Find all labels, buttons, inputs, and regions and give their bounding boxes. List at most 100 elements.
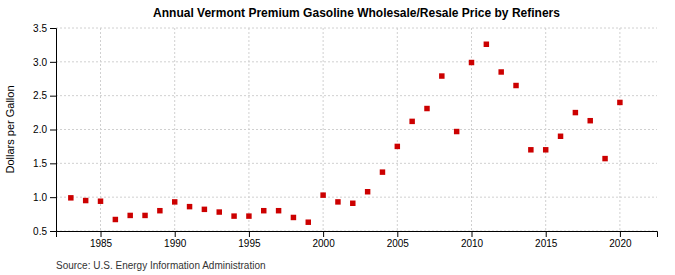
point bbox=[261, 208, 266, 213]
tick-label: 2.5 bbox=[33, 90, 47, 101]
tick: 1995 bbox=[238, 231, 261, 249]
point bbox=[617, 100, 622, 105]
point bbox=[365, 189, 370, 194]
tick: 2.5 bbox=[33, 90, 56, 101]
point bbox=[216, 209, 221, 214]
tick: 1990 bbox=[164, 231, 187, 249]
grid-line bbox=[619, 28, 620, 231]
point bbox=[83, 198, 88, 203]
tick: 2005 bbox=[387, 231, 410, 249]
point bbox=[202, 207, 207, 212]
grid-line bbox=[56, 61, 657, 62]
tick-mark bbox=[50, 231, 56, 232]
point bbox=[246, 213, 251, 218]
tick: 1.5 bbox=[33, 158, 56, 169]
point bbox=[543, 147, 548, 152]
point bbox=[306, 219, 311, 224]
grid-line bbox=[56, 163, 657, 164]
grid-line bbox=[545, 28, 546, 231]
tick-label: 1985 bbox=[90, 238, 113, 249]
point bbox=[409, 119, 414, 124]
tick-mark bbox=[175, 231, 176, 237]
tick-mark bbox=[50, 96, 56, 97]
title: Annual Vermont Premium Gasoline Wholesal… bbox=[153, 6, 560, 20]
tick-mark bbox=[50, 163, 56, 164]
tick: 2020 bbox=[609, 231, 632, 249]
y-axis: 0.5 1.0 1.5 2.0 2.5 3.0 3.5 bbox=[33, 23, 56, 237]
point bbox=[187, 204, 192, 209]
point bbox=[395, 144, 400, 149]
tick-mark bbox=[620, 231, 621, 237]
point bbox=[320, 192, 325, 197]
annotation: Source: U.S. Energy Information Administ… bbox=[56, 260, 266, 271]
point bbox=[335, 199, 340, 204]
tick: 2.0 bbox=[33, 124, 56, 135]
tick-mark bbox=[50, 197, 56, 198]
point bbox=[127, 213, 132, 218]
point bbox=[573, 110, 578, 115]
point bbox=[291, 215, 296, 220]
tick: 3.5 bbox=[33, 23, 56, 34]
tick-label: 3.5 bbox=[33, 23, 47, 34]
tick-label: 2020 bbox=[609, 238, 632, 249]
tick-label: 2015 bbox=[535, 238, 558, 249]
point bbox=[528, 147, 533, 152]
tick-mark bbox=[397, 231, 398, 237]
tick-label: 2000 bbox=[312, 238, 335, 249]
tick: 3.0 bbox=[33, 57, 56, 68]
tick: 0.5 bbox=[33, 226, 56, 237]
grid-line bbox=[56, 129, 657, 130]
tick: 1985 bbox=[90, 231, 113, 249]
point bbox=[113, 217, 118, 222]
tick: 2010 bbox=[461, 231, 484, 249]
point bbox=[498, 69, 503, 74]
y-axis-title: Dollars per Gallon bbox=[4, 85, 16, 173]
tick-mark bbox=[50, 28, 56, 29]
axis-line bbox=[50, 29, 57, 232]
point bbox=[380, 169, 385, 174]
point bbox=[484, 42, 489, 47]
grid-line bbox=[397, 28, 398, 231]
tick-mark bbox=[323, 231, 324, 237]
point bbox=[424, 106, 429, 111]
grid-line bbox=[56, 28, 657, 29]
tick-mark bbox=[101, 231, 102, 237]
tick-label: 0.5 bbox=[33, 226, 47, 237]
plot: 1985 1990 1995 2000 2005 2010 2015 2020 0.5 1.0 1.… bbox=[33, 23, 657, 249]
point bbox=[513, 83, 518, 88]
point bbox=[350, 201, 355, 206]
axis-line bbox=[57, 232, 658, 238]
grid-line bbox=[471, 28, 472, 231]
tick-label: 1990 bbox=[164, 238, 187, 249]
point bbox=[454, 129, 459, 134]
point bbox=[587, 118, 592, 123]
grid-line bbox=[56, 95, 657, 96]
tick-label: 1.5 bbox=[33, 158, 47, 169]
tick-label: 1.0 bbox=[33, 192, 47, 203]
point bbox=[469, 60, 474, 65]
point bbox=[142, 213, 147, 218]
point bbox=[558, 134, 563, 139]
points bbox=[68, 42, 623, 225]
tick-mark bbox=[50, 62, 56, 63]
grid-line bbox=[323, 28, 324, 231]
chart: 1985 1990 1995 2000 2005 2010 2015 2020 0.5 1.0 1.… bbox=[0, 0, 675, 275]
tick: 1.0 bbox=[33, 192, 56, 203]
tick-label: 2010 bbox=[461, 238, 484, 249]
tick: 2000 bbox=[312, 231, 335, 249]
tick-label: 2.0 bbox=[33, 124, 47, 135]
tick-label: 1995 bbox=[238, 238, 261, 249]
point bbox=[68, 195, 73, 200]
tick-label: 2005 bbox=[387, 238, 410, 249]
tick-label: 3.0 bbox=[33, 57, 47, 68]
point bbox=[439, 73, 444, 78]
grid bbox=[56, 28, 657, 231]
tick-mark bbox=[50, 130, 56, 131]
point bbox=[172, 199, 177, 204]
tick-mark bbox=[249, 231, 250, 237]
point bbox=[276, 208, 281, 213]
tick-mark bbox=[546, 231, 547, 237]
grid-line bbox=[248, 28, 249, 231]
point bbox=[157, 208, 162, 213]
point bbox=[602, 156, 607, 161]
